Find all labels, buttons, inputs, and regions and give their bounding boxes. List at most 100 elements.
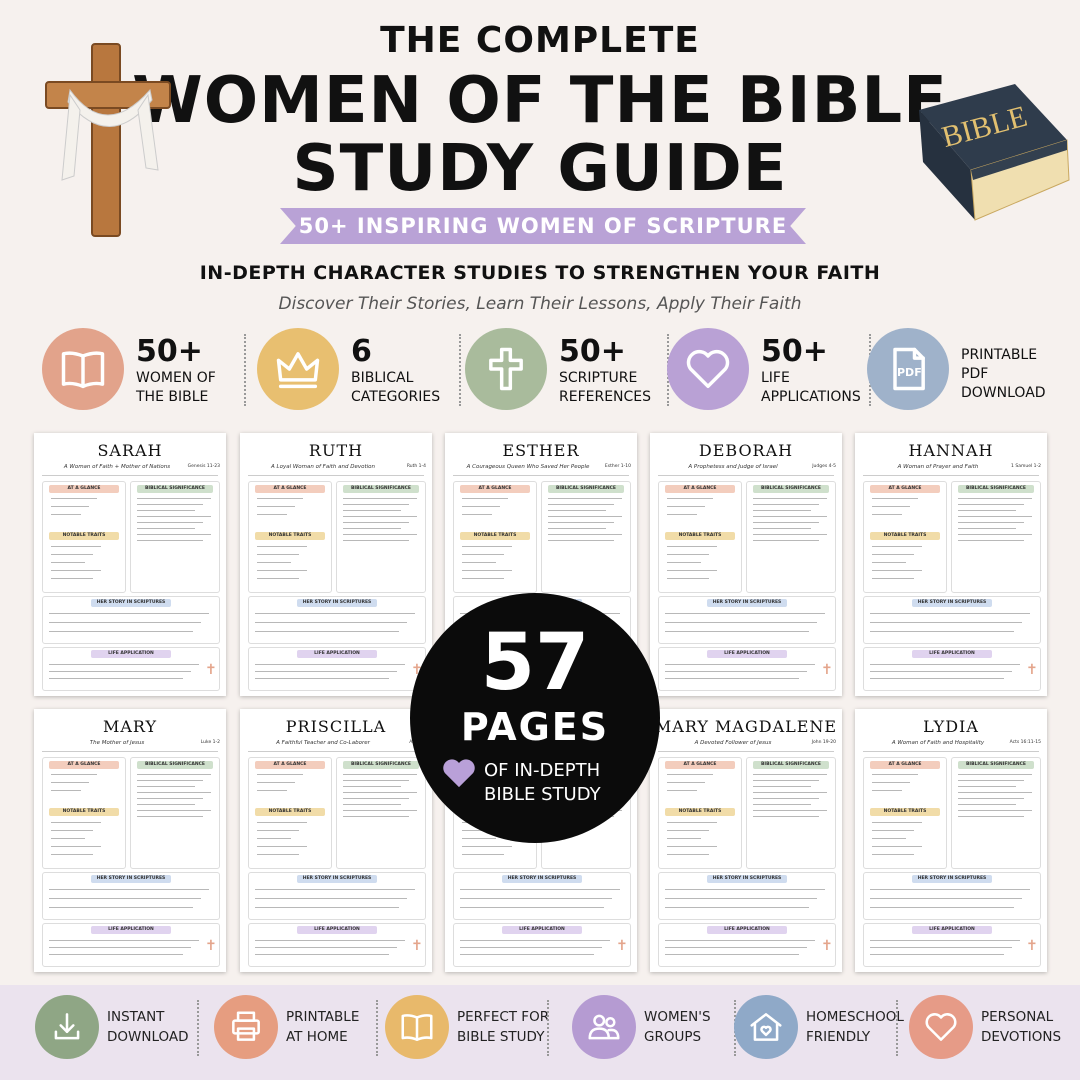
cross-mark: ✝ (821, 662, 833, 678)
fine-print (343, 522, 409, 524)
fine-print (958, 774, 1032, 776)
page-subtitle: A Woman of Prayer and Faith (897, 464, 979, 470)
story-box: HER STORY IN SCRIPTURES (863, 872, 1041, 920)
fine-print (665, 678, 799, 680)
icon (686, 349, 730, 389)
fine-print (870, 947, 1012, 949)
fine-print (49, 947, 191, 949)
divider (658, 475, 834, 476)
fine-print (462, 514, 492, 516)
fine-print (870, 678, 1004, 680)
section-label: LIFE APPLICATION (91, 650, 171, 658)
fine-print (460, 940, 610, 942)
feature-icon (35, 995, 99, 1059)
application-box: LIFE APPLICATION ✝ (863, 647, 1041, 691)
fine-print (958, 792, 1032, 794)
stat-line: LIFE (761, 370, 790, 386)
page-reference: Ruth 1-4 (406, 464, 426, 469)
section-label: BIBLICAL SIGNIFICANCE (548, 485, 624, 493)
page-reference: Genesis 11-23 (187, 464, 220, 469)
section-label: BIBLICAL SIGNIFICANCE (958, 485, 1034, 493)
fine-print (667, 546, 717, 548)
cross-mark: ✝ (616, 938, 628, 954)
fine-print (51, 822, 101, 824)
fine-print (667, 790, 697, 792)
feature-icon (214, 995, 278, 1059)
story-box: HER STORY IN SCRIPTURES (453, 872, 631, 920)
fine-print (343, 510, 401, 512)
fine-print (343, 504, 409, 506)
fine-print (51, 774, 97, 776)
fine-print (958, 528, 1016, 530)
fine-print (49, 889, 209, 891)
fine-print (870, 664, 1020, 666)
cross-illustration (45, 43, 171, 237)
stat-line: CATEGORIES (351, 389, 441, 405)
fine-print (255, 631, 399, 633)
fine-print (49, 664, 199, 666)
stat-icon (667, 328, 749, 410)
feature-icon (572, 995, 636, 1059)
bible-illustration: BIBLE (919, 84, 1070, 221)
feature-line: WOMEN'S (644, 1009, 711, 1025)
section-label: HER STORY IN SCRIPTURES (91, 599, 171, 607)
fine-print (753, 516, 827, 518)
badge-line: BIBLE STUDY (484, 784, 601, 805)
feature-line: PRINTABLE (286, 1009, 360, 1025)
feature-line: FRIENDLY (806, 1029, 871, 1045)
application-box: LIFE APPLICATION ✝ (863, 923, 1041, 967)
separator (244, 334, 246, 406)
significance-box: BIBLICAL SIGNIFICANCE (951, 757, 1041, 869)
fine-print (257, 514, 287, 516)
section-label: AT A GLANCE (255, 485, 325, 493)
section-label: LIFE APPLICATION (502, 926, 582, 934)
fine-print (462, 838, 496, 840)
fine-print (665, 664, 815, 666)
fine-print (667, 578, 709, 580)
fine-print (255, 907, 399, 909)
cross-mark: ✝ (821, 938, 833, 954)
page-subtitle: A Woman of Faith + Mother of Nations (63, 464, 171, 470)
application-box: LIFE APPLICATION ✝ (42, 923, 220, 967)
divider (863, 751, 1039, 752)
fine-print (255, 671, 397, 673)
section-label: NOTABLE TRAITS (870, 532, 940, 540)
significance-box: BIBLICAL SIGNIFICANCE (336, 757, 426, 869)
section-label: LIFE APPLICATION (912, 926, 992, 934)
fine-print (870, 907, 1014, 909)
fine-print (462, 498, 508, 500)
section-label: NOTABLE TRAITS (870, 808, 940, 816)
fine-print (753, 810, 827, 812)
application-box: LIFE APPLICATION ✝ (42, 647, 220, 691)
fine-print (667, 822, 717, 824)
fine-print (665, 631, 809, 633)
ribbon: 50+ INSPIRING WOMEN OF SCRIPTURE (280, 208, 806, 244)
fine-print (137, 522, 203, 524)
fine-print (870, 622, 1022, 624)
study-page: RUTH A Loyal Woman of Faith and Devotion R… (240, 433, 432, 696)
story-box: HER STORY IN SCRIPTURES (248, 596, 426, 644)
fine-print (51, 830, 93, 832)
feature-line: PERSONAL (981, 1009, 1054, 1025)
fine-print (460, 907, 604, 909)
fine-print (870, 613, 1030, 615)
fine-print (872, 790, 902, 792)
page-reference: John 19-20 (811, 740, 836, 745)
section-label: BIBLICAL SIGNIFICANCE (137, 761, 213, 769)
study-page: DEBORAH A Prophetess and Judge of Israel J… (650, 433, 842, 696)
fine-print (51, 782, 89, 784)
page-subtitle: A Loyal Woman of Faith and Devotion (271, 464, 375, 470)
stat-number: 6 (351, 334, 372, 369)
fine-print (51, 578, 93, 580)
icon (925, 1013, 957, 1041)
significance-box: BIBLICAL SIGNIFICANCE (746, 757, 836, 869)
fine-print (958, 786, 1016, 788)
story-box: HER STORY IN SCRIPTURES (42, 596, 220, 644)
section-label: AT A GLANCE (49, 485, 119, 493)
section-label: BIBLICAL SIGNIFICANCE (753, 761, 829, 769)
stat-line: WOMEN OF (136, 370, 216, 386)
badge-word: PAGES (460, 705, 610, 749)
fine-print (255, 622, 407, 624)
fine-print (665, 940, 815, 942)
page-subtitle: A Courageous Queen Who Saved Her People (466, 464, 590, 470)
